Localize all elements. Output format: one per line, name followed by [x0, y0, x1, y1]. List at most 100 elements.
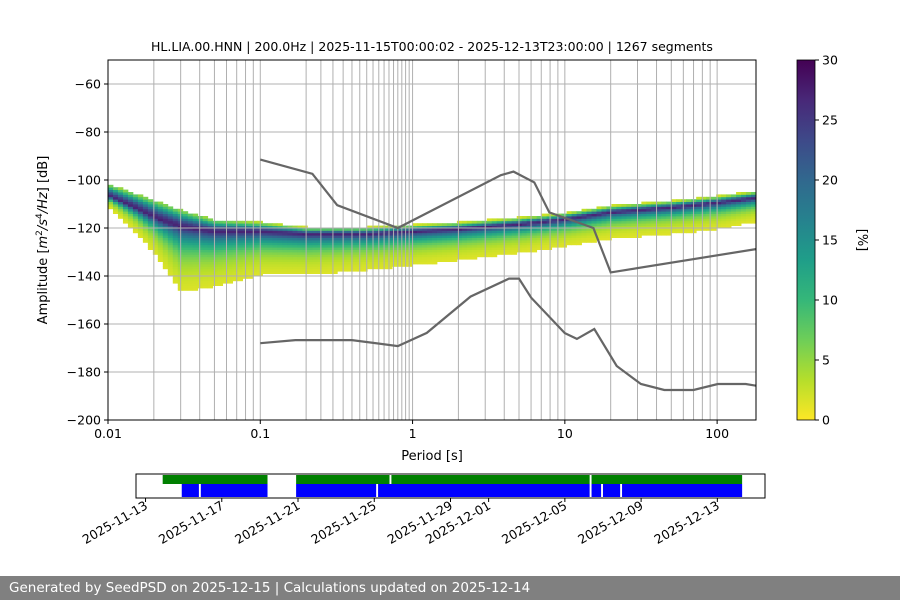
heatmap-cell: [751, 192, 756, 195]
heatmap-cell: [596, 228, 602, 231]
heatmap-cell: [292, 235, 298, 238]
heatmap-cell: [412, 223, 418, 226]
heatmap-cell: [162, 211, 169, 214]
heatmap-cell: [656, 206, 662, 210]
heatmap-cell: [466, 232, 473, 236]
heatmap-cell: [332, 271, 338, 274]
heatmap-cell: [187, 259, 194, 262]
heatmap-cell: [232, 264, 238, 267]
heatmap-cell: [352, 254, 358, 258]
heatmap-cell: [646, 201, 652, 205]
heatmap-cell: [292, 232, 298, 236]
heatmap-cell: [297, 247, 303, 250]
heatmap-cell: [197, 273, 204, 277]
heatmap-cell: [172, 237, 179, 241]
heatmap-cell: [481, 228, 488, 231]
heatmap-cell: [252, 235, 258, 238]
heatmap-cell: [352, 242, 358, 246]
heatmap-cell: [676, 228, 682, 231]
heatmap-cell: [212, 242, 219, 246]
heatmap-cell: [172, 249, 179, 253]
heatmap-cell: [332, 240, 338, 243]
heatmap-cell: [541, 213, 548, 217]
heatmap-cell: [377, 249, 383, 253]
heatmap-cell: [202, 242, 209, 246]
heatmap-cell: [377, 254, 383, 258]
y-tick-label: −180: [67, 365, 101, 380]
heatmap-cell: [436, 228, 443, 231]
heatmap-cell: [402, 228, 408, 231]
heatmap-cell: [142, 237, 149, 241]
heatmap-cell: [417, 225, 423, 229]
heatmap-cell: [476, 223, 483, 226]
heatmap-cell: [162, 264, 169, 267]
heatmap-cell: [407, 232, 413, 236]
heatmap-cell: [726, 206, 732, 210]
heatmap-cell: [352, 240, 358, 243]
heatmap-cell: [182, 278, 189, 282]
heatmap-cell: [686, 225, 692, 229]
heatmap-cell: [347, 259, 353, 262]
heatmap-cell: [721, 201, 727, 205]
heatmap-cell: [247, 235, 253, 238]
heatmap-cell: [446, 237, 453, 241]
heatmap-cell: [726, 216, 732, 219]
heatmap-cell: [167, 225, 174, 229]
heatmap-cell: [491, 235, 498, 238]
heatmap-cell: [362, 237, 368, 241]
heatmap-cell: [506, 240, 513, 243]
heatmap-cell: [267, 225, 273, 229]
heatmap-cell: [337, 232, 343, 236]
heatmap-cell: [561, 230, 567, 234]
heatmap-cell: [162, 206, 169, 210]
heatmap-cell: [491, 247, 498, 250]
heatmap-cell: [272, 256, 278, 260]
heatmap-cell: [267, 228, 273, 231]
heatmap-cell: [556, 235, 562, 238]
heatmap-cell: [167, 232, 174, 236]
heatmap-cell: [207, 242, 214, 246]
heatmap-cell: [312, 268, 318, 272]
heatmap-cell: [491, 218, 498, 222]
heatmap-cell: [167, 261, 174, 265]
heatmap-cell: [402, 240, 408, 243]
heatmap-cell: [377, 237, 383, 241]
heatmap-cell: [716, 206, 722, 210]
heatmap-cell: [272, 247, 278, 250]
heatmap-cell: [506, 252, 513, 255]
heatmap-cell: [162, 261, 169, 265]
heatmap-cell: [192, 223, 199, 226]
heatmap-cell: [277, 223, 283, 226]
heatmap-cell: [407, 230, 413, 234]
heatmap-cell: [302, 261, 308, 265]
heatmap-cell: [751, 201, 756, 205]
heatmap-cell: [636, 211, 642, 214]
colorbar-tick-label: 5: [822, 353, 830, 368]
heatmap-cell: [686, 216, 692, 219]
heatmap-cell: [382, 232, 388, 236]
heatmap-cell: [456, 252, 463, 255]
heatmap-cell: [267, 235, 273, 238]
heatmap-cell: [172, 216, 179, 219]
heatmap-cell: [157, 254, 164, 258]
heatmap-cell: [671, 208, 677, 212]
timeline-blue-segment: [602, 484, 621, 497]
heatmap-cell: [451, 225, 458, 229]
heatmap-cell: [337, 259, 343, 262]
heatmap-cell: [167, 213, 174, 217]
heatmap-cell: [397, 228, 403, 231]
heatmap-cell: [576, 232, 582, 236]
heatmap-cell: [417, 261, 423, 265]
heatmap-cell: [267, 237, 273, 241]
heatmap-cell: [237, 271, 243, 274]
heatmap-cell: [432, 256, 438, 260]
heatmap-cell: [526, 232, 533, 236]
heatmap-cell: [297, 244, 303, 248]
heatmap-cell: [297, 249, 303, 253]
heatmap-cell: [152, 213, 159, 217]
heatmap-cell: [147, 230, 154, 234]
heatmap-cell: [157, 201, 164, 205]
heatmap-cell: [222, 261, 229, 265]
heatmap-cell: [232, 249, 238, 253]
